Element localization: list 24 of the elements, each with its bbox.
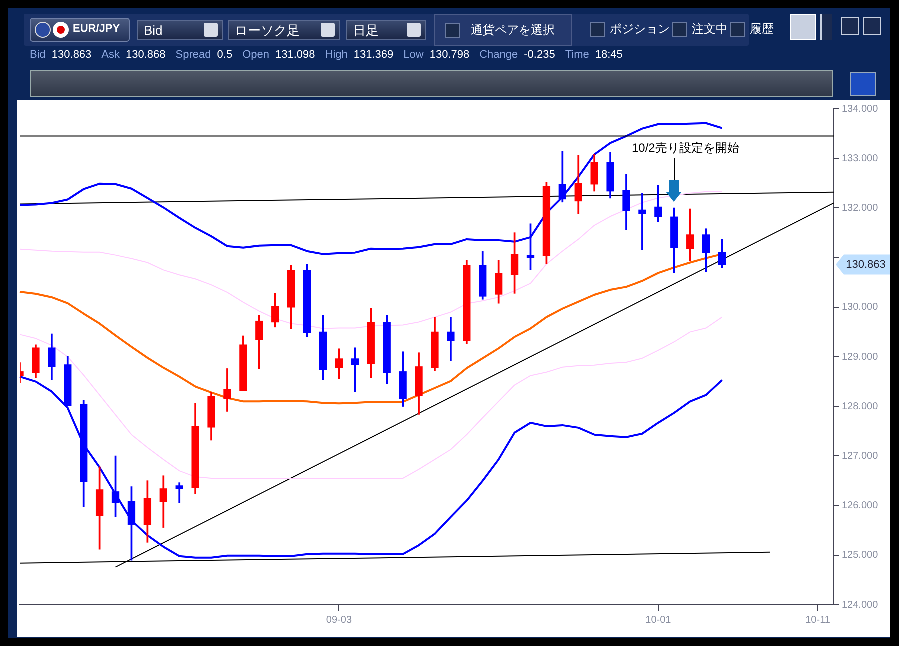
button: 通貨ペアを選択 bbox=[434, 14, 572, 46]
y-tick-label: 133.000 bbox=[842, 153, 879, 164]
dropdown: ローソク足 bbox=[228, 20, 340, 40]
text: ポジション bbox=[610, 21, 670, 38]
chart-title: EUR/JPY bbox=[73, 23, 120, 35]
y-tick-label: 132.000 bbox=[842, 202, 879, 214]
y-tick-label: 125.000 bbox=[842, 550, 879, 562]
dropdown: 日足 bbox=[346, 20, 426, 40]
dropdown: Bid bbox=[137, 20, 223, 40]
y-tick-label: 124.000 bbox=[842, 600, 879, 611]
y-tick-label: 134.000 bbox=[842, 104, 879, 115]
text: Bid 130.863 Ask 130.868 Spread 0.5 Open 131.098 High 131.369 Low 130.798 Change -0.235 Time 18:45 bbox=[30, 49, 623, 61]
annotation: 10/2売り設定を開始 bbox=[632, 140, 740, 157]
y-tick-label: 130.000 bbox=[842, 302, 879, 314]
text: 履歴 bbox=[750, 21, 774, 38]
x-tick-label: 10-01 bbox=[646, 614, 672, 626]
text: 130.863 bbox=[846, 258, 886, 271]
x-tick-label: 09-03 bbox=[326, 614, 352, 626]
y-tick-label: 127.000 bbox=[842, 450, 879, 462]
x-tick-label: 10-11 bbox=[806, 614, 831, 626]
text: 注文中 bbox=[692, 21, 728, 38]
y-tick-label: 126.000 bbox=[842, 500, 879, 512]
y-tick-label: 129.000 bbox=[842, 352, 879, 363]
y-tick-label: 128.000 bbox=[842, 401, 879, 412]
